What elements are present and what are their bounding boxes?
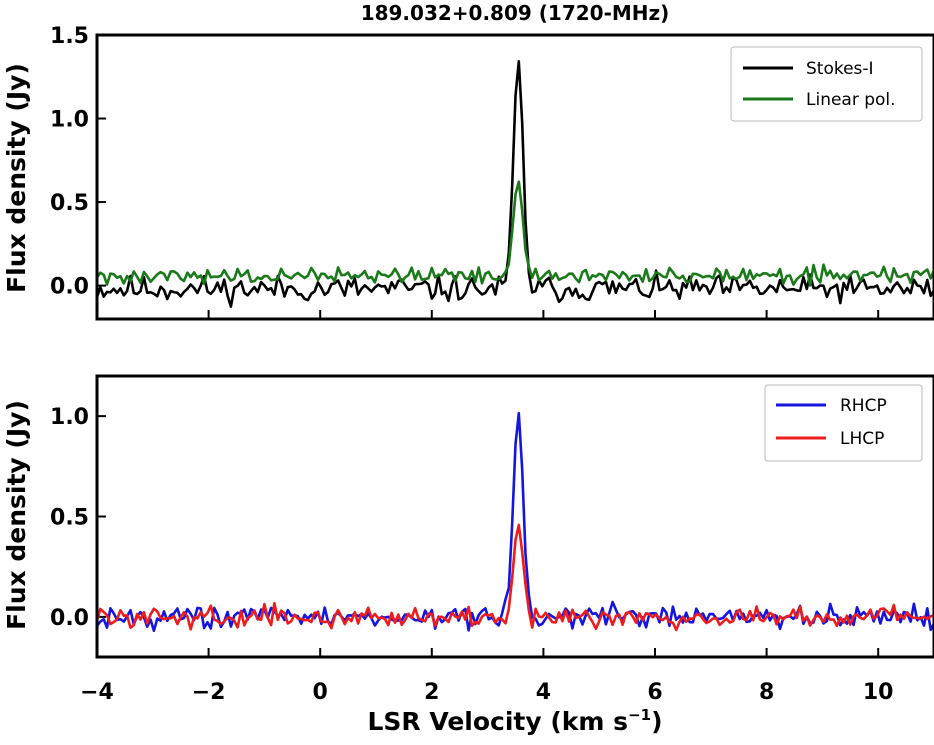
figure-title: 189.032+0.809 (1720-MHz): [361, 1, 670, 25]
series-line-stokes-i: [97, 59, 934, 308]
bottom-yticks: 0.0 0.5 1.0: [50, 405, 106, 631]
bottom-legend: RHCP LHCP: [764, 384, 923, 462]
bottom-ylabel: Flux density (Jy): [2, 400, 31, 630]
legend-label-lhcp: LHCP: [840, 429, 884, 449]
top-legend: Stokes-I Linear pol.: [730, 46, 923, 122]
xtick-label: 10: [863, 680, 894, 705]
bottom-panel: Flux density (Jy) 0.00.51.0 −4 −2 0 2 4 6 8 10 …: [2, 374, 934, 705]
xtick-label: 0: [313, 680, 328, 705]
series-line-rhcp: [97, 411, 934, 633]
ytick-label: 0.5: [50, 506, 89, 531]
xtick-label: −4: [80, 680, 114, 705]
legend-label-rhcp: RHCP: [840, 396, 887, 416]
top-axes-frame: [95, 33, 934, 321]
top-ylabel: Flux density (Jy): [2, 63, 31, 293]
ytick-label: 0.0: [50, 275, 89, 300]
legend-label-linear-pol: Linear pol.: [806, 90, 896, 110]
ytick-label: 0.5: [50, 191, 89, 216]
legend-label-stokes-i: Stokes-I: [806, 59, 874, 79]
top-legend-box: [730, 46, 923, 122]
x-axis-label-end: ): [651, 707, 662, 736]
top-panel: Flux density (Jy) 0.0 0.5 1.0 1.5 Stokes-I …: [2, 24, 934, 321]
ytick-label: 1.0: [50, 405, 89, 430]
xtick-label: 2: [424, 680, 439, 705]
series-line-lhcp: [97, 523, 934, 632]
bottom-axes-frame: [95, 374, 934, 659]
ytick-label: 1.5: [50, 24, 89, 49]
xtick-label: −2: [192, 680, 226, 705]
ytick-label: 0.0: [50, 606, 89, 631]
top-series-lines: [97, 59, 934, 308]
ytick-label: 1.0: [50, 108, 89, 133]
xtick-label: 6: [647, 680, 662, 705]
x-axis-label-main: LSR Velocity (km s: [367, 707, 628, 736]
bottom-series-lines: [97, 411, 934, 633]
series-line-linear-pol: [97, 180, 934, 287]
xtick-label: 4: [536, 680, 551, 705]
x-axis-label-superscript: −1: [628, 706, 651, 724]
x-axis-label: LSR Velocity (km s−1): [367, 706, 662, 736]
xtick-label: 8: [759, 680, 774, 705]
